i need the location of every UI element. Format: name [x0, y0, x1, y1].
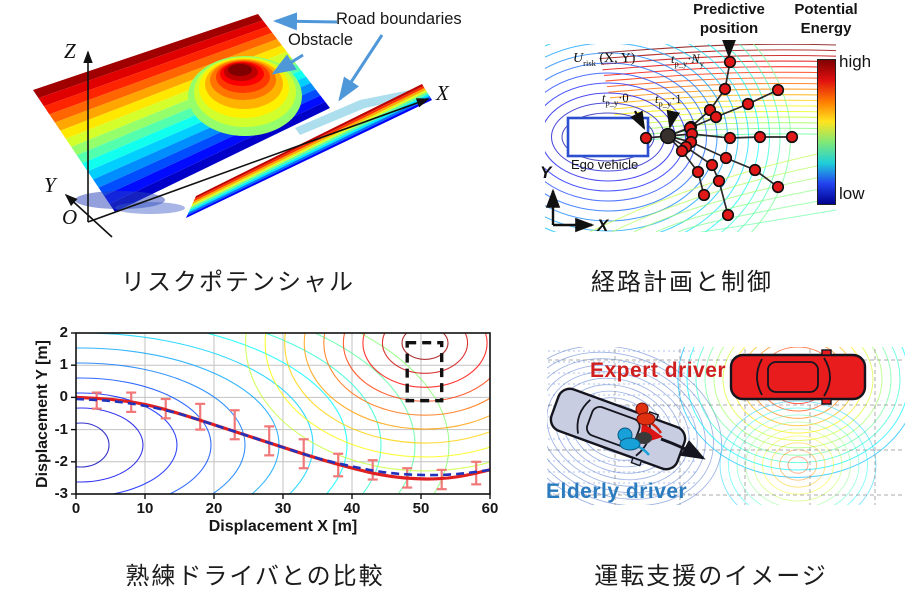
z-axis-label: Z	[64, 39, 76, 63]
valley-floor	[75, 191, 165, 209]
surface-band	[187, 96, 431, 216]
predictive-position-dot	[753, 130, 767, 144]
surface-band	[43, 26, 273, 115]
surface-band	[33, 14, 263, 99]
predictive-position-dot	[785, 130, 799, 144]
x-tick-label: 60	[481, 500, 499, 517]
tpy1-arrow	[666, 109, 681, 130]
tpy-1-label: tp_y·1	[655, 92, 682, 109]
risk-potential-surface	[33, 12, 432, 238]
x-tick-label: 0	[71, 500, 81, 517]
predictive-position-header: Predictive position	[693, 1, 765, 37]
y-tick-label: -3	[54, 485, 68, 502]
expert-driver-figure	[636, 412, 656, 426]
trajectory-hub-dot	[659, 127, 677, 145]
caption-driving-support: 運転支援のイメージ	[594, 563, 828, 590]
obstacle-dome-ring	[228, 64, 252, 76]
predictive-position-dot	[719, 151, 733, 165]
predictive-position-dot	[705, 158, 719, 172]
urisk-label: Urisk (X, Y)	[573, 51, 636, 68]
caption-risk-potential: リスクポテンシャル	[121, 269, 355, 296]
steering-wheel	[636, 432, 652, 444]
surface-band	[49, 32, 278, 123]
y-tick-label: -2	[54, 452, 68, 470]
ego-vehicle-box	[566, 116, 650, 158]
potential-energy-header: Potential Energy	[794, 1, 858, 37]
x-axis-label-2: X	[597, 216, 609, 235]
y-tick-label: 2	[59, 324, 68, 341]
obstacle-label: Obstacle	[288, 31, 354, 49]
predictive-position-dot	[709, 110, 723, 124]
x-tick-label: 50	[412, 500, 430, 517]
caption-expert-comparison: 熟練ドライバとの比較	[125, 563, 385, 590]
predictive-position-dot	[771, 83, 785, 97]
obstacle-dashed-box	[405, 340, 444, 403]
predictive-position-dot	[712, 174, 726, 188]
y-tick-label: 0	[59, 388, 68, 406]
predictive-position-dot	[723, 55, 737, 69]
caption-path-planning: 経路計画と制御	[591, 269, 773, 296]
assisted-path-arrow	[660, 437, 706, 460]
surface-band	[189, 92, 429, 210]
y-tick-label: 1	[59, 356, 68, 374]
x-axis-line	[87, 98, 430, 223]
displacement-chart	[71, 332, 491, 499]
predictive-position-dot	[697, 188, 711, 202]
predictive-position-dot	[723, 131, 737, 145]
y-axis-label: Y	[44, 173, 56, 197]
x-axis-title: Displacement X [m]	[208, 518, 358, 535]
predictive-position-dot	[691, 165, 705, 179]
colorbar-high-label: high	[839, 52, 872, 71]
predictive-position-dot	[748, 163, 762, 177]
x-tick-label: 40	[343, 500, 361, 517]
road-boundaries-label: Road boundaries	[336, 10, 462, 28]
predictive-position-dot	[675, 144, 689, 158]
panel-risk-potential: Road boundaries Obstacle Z X Y O	[20, 5, 510, 255]
tpy-0-label: tp_y·0	[602, 91, 629, 108]
road-boundaries-arrow	[273, 12, 338, 31]
potential-energy-colorbar	[817, 59, 836, 205]
x-axis-label: X	[436, 81, 449, 105]
surface-band	[193, 86, 425, 202]
y-axis-title: Displacement Y [m]	[34, 340, 51, 488]
y-axis-line	[64, 193, 113, 238]
x-tick-label: 30	[274, 500, 292, 517]
valley-floor	[115, 202, 185, 214]
tpy-ny-label: tp_y·Ny	[671, 52, 704, 69]
driving-support-illustration	[547, 347, 905, 505]
predictive-position-dot	[721, 208, 735, 222]
expert-target-car	[729, 349, 867, 405]
origin-label: O	[62, 205, 78, 229]
surface-band	[192, 88, 426, 205]
y-axis-label-2: Y	[540, 163, 552, 182]
expert-driver-label: Expert driver	[590, 359, 727, 382]
panel-driving-support: Expert driver Elderly driver	[545, 345, 916, 510]
surface-band	[186, 98, 432, 218]
elderly-driver-figure	[619, 437, 641, 451]
colorbar-low-label: low	[839, 184, 865, 203]
tpy0-arrow	[630, 110, 646, 131]
predictive-position-dot	[639, 131, 653, 145]
expert-trajectory-blue-dashed	[75, 397, 491, 477]
risk-contours	[76, 333, 490, 494]
x-tick-label: 20	[205, 500, 223, 517]
ego-vehicle-label: Ego vehicle	[571, 157, 639, 172]
predictive-position-dot	[771, 180, 785, 194]
predictive-position-dot	[718, 82, 732, 96]
surface-band	[38, 20, 268, 107]
road-boundaries-arrow-2	[338, 34, 384, 102]
predictive-position-dot	[741, 97, 755, 111]
panel-path-planning: Predictive position Potential Energy hig…	[540, 0, 916, 250]
surface-band	[191, 90, 427, 207]
trajectory-branch	[667, 135, 705, 196]
x-tick-label: 10	[136, 500, 154, 517]
path-planning-contour-plot	[545, 39, 837, 233]
obstacle-arrow	[271, 53, 304, 75]
surface-band	[188, 94, 430, 213]
y-tick-label: -1	[54, 420, 68, 438]
elderly-driver-label: Elderly driver	[546, 480, 688, 503]
panel-expert-comparison: 0 10 20 30 40 50 60 2 1 0 -1 -2 -3 Displacement Y [m…	[20, 315, 516, 555]
